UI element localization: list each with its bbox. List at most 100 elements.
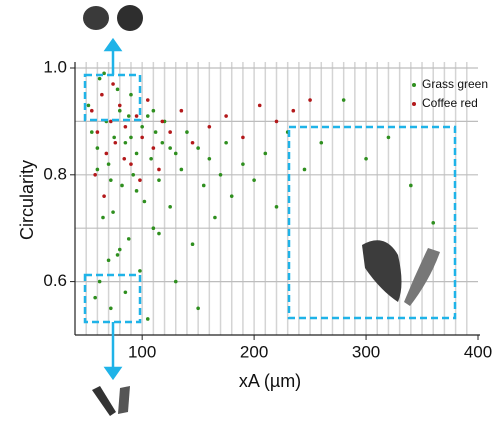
legend-marker (412, 102, 416, 106)
point (274, 205, 279, 209)
point (409, 183, 413, 188)
point (308, 98, 312, 102)
point (106, 258, 111, 263)
point (173, 279, 178, 284)
point (86, 103, 91, 108)
point (213, 215, 217, 220)
point (117, 103, 122, 108)
point (319, 140, 324, 145)
point (151, 146, 156, 150)
point (106, 162, 111, 166)
point (102, 71, 106, 76)
point (134, 189, 139, 193)
point (196, 306, 200, 311)
point (117, 108, 122, 113)
point (138, 269, 142, 273)
point (431, 221, 436, 225)
point (120, 183, 124, 188)
legend-label: Grass green (422, 77, 488, 91)
point (263, 151, 268, 156)
point (140, 135, 144, 140)
particle (92, 386, 116, 416)
point (89, 108, 94, 113)
point (109, 119, 113, 124)
point (97, 279, 102, 284)
point (274, 119, 279, 124)
point (113, 140, 118, 145)
y-axis-label: Circularity (17, 160, 37, 240)
point (145, 317, 150, 321)
point (153, 130, 158, 134)
point (104, 151, 109, 156)
point (145, 114, 150, 118)
arrows (103, 37, 123, 381)
particle (404, 248, 440, 306)
point (179, 108, 184, 113)
point (97, 76, 102, 81)
point (241, 135, 245, 140)
point (101, 215, 105, 220)
point (224, 140, 228, 145)
point (364, 156, 368, 161)
arrow-head (103, 366, 123, 381)
point (109, 178, 113, 182)
point (341, 98, 346, 102)
point (257, 103, 262, 108)
point (93, 295, 97, 300)
point (129, 162, 133, 166)
point (168, 205, 172, 209)
x-tick-label: 400 (464, 342, 492, 361)
point (190, 140, 195, 145)
point (129, 135, 133, 140)
point (115, 253, 120, 257)
point (138, 178, 142, 182)
y-tick-label: 0.8 (43, 164, 67, 183)
particle (83, 6, 109, 30)
point (117, 247, 122, 252)
point (95, 130, 100, 134)
point (168, 130, 172, 134)
point (157, 178, 161, 182)
x-tick-label: 100 (128, 342, 156, 361)
box-large (287, 125, 457, 320)
point (207, 124, 212, 129)
point (168, 146, 172, 150)
arrow-head (103, 37, 123, 52)
x-axis-label: xA (µm) (239, 371, 301, 391)
point (100, 92, 104, 97)
point (89, 130, 94, 134)
point (157, 167, 161, 172)
point (93, 173, 97, 177)
point (185, 130, 189, 134)
point (157, 231, 161, 236)
point (129, 92, 133, 97)
point (112, 135, 116, 140)
point (131, 173, 136, 177)
point (179, 167, 184, 172)
x-tick-label: 200 (240, 342, 268, 361)
point (196, 146, 200, 150)
box-bottom (83, 273, 142, 324)
point (102, 194, 106, 198)
point (109, 306, 113, 311)
point (151, 226, 156, 230)
point (160, 140, 165, 145)
point (123, 124, 128, 129)
point (122, 156, 127, 161)
point (151, 108, 156, 113)
particle (117, 5, 143, 31)
box-top (83, 73, 142, 122)
point (126, 237, 131, 241)
point (149, 156, 153, 161)
particle (362, 240, 402, 302)
legend-marker (412, 83, 416, 87)
point (218, 173, 223, 177)
points (86, 71, 436, 321)
point (126, 114, 131, 118)
point (224, 114, 228, 118)
grid (75, 62, 478, 335)
legend-label: Coffee red (422, 96, 478, 110)
point (95, 146, 100, 150)
particle-images (83, 5, 440, 416)
